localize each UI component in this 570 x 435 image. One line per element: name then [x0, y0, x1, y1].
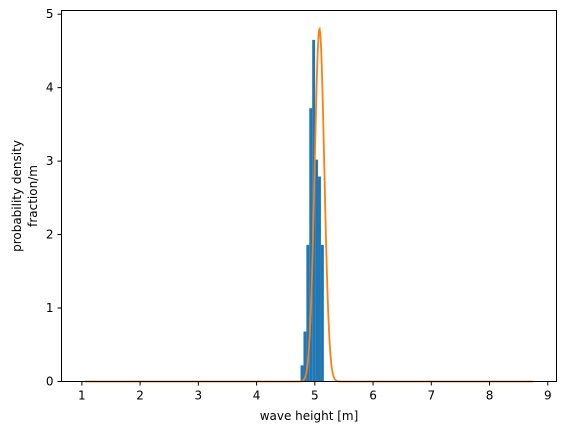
- histogram-bar-1: [303, 331, 307, 382]
- y-axis-ticks: 0 1 2 3 4 5: [46, 7, 62, 389]
- x-axis-ticks: 1 2 3 4 5 6 7 8 9: [78, 381, 552, 403]
- histogram-bar-2: [306, 244, 310, 382]
- x-tick-label: 1: [78, 389, 86, 403]
- x-tick-label: 5: [311, 389, 319, 403]
- histogram-bar-6: [318, 176, 321, 382]
- y-tick-label: 2: [46, 228, 54, 242]
- y-tick-label: 1: [46, 301, 54, 315]
- histogram-bar-5: [315, 159, 319, 382]
- y-tick-label: 4: [46, 81, 54, 95]
- x-tick-label: 8: [486, 389, 494, 403]
- y-axis-label-line-2: fraction/m: [26, 165, 40, 227]
- x-tick-label: 6: [369, 389, 377, 403]
- y-tick-label: 0: [46, 375, 54, 389]
- x-axis-label: wave height [m]: [260, 409, 359, 423]
- y-tick-label: 5: [46, 7, 54, 21]
- histogram-bars: [300, 39, 324, 382]
- histogram-bar-3: [309, 108, 313, 382]
- y-axis-label-line-1: probability density: [10, 140, 24, 252]
- x-tick-label: 3: [195, 389, 203, 403]
- histogram-bar-7: [320, 244, 324, 382]
- x-tick-label: 2: [136, 389, 144, 403]
- x-tick-label: 7: [427, 389, 435, 403]
- histogram-bar-0: [300, 365, 304, 382]
- plot-frame: [61, 10, 557, 382]
- x-tick-label: 4: [253, 389, 261, 403]
- x-tick-label: 9: [544, 389, 552, 403]
- y-tick-label: 3: [46, 154, 54, 168]
